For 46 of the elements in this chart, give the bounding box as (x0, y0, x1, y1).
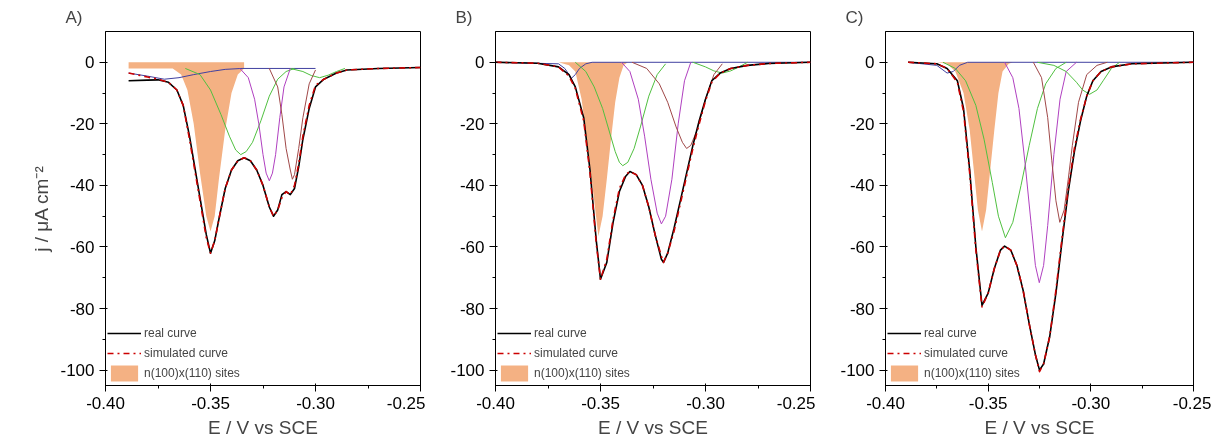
x-tick-label: -0.35 (191, 393, 230, 413)
y-tick-label: -100 (840, 361, 875, 381)
legend-label: simulated curve (924, 346, 1009, 360)
y-tick-label: 0 (475, 53, 485, 73)
x-tick-label: -0.30 (296, 393, 335, 413)
y-tick-label: -40 (69, 176, 95, 196)
chart-title: B) (455, 7, 473, 27)
x-tick-label: -0.35 (968, 393, 1008, 413)
legend-label: n(100)x(110) sites (534, 366, 630, 380)
x-axis-title: E / V vs SCE (984, 416, 1095, 438)
y-tick-label: -80 (849, 299, 875, 319)
x-tick-label: -0.40 (476, 393, 515, 413)
legend-label: n(100)x(110) sites (144, 366, 240, 380)
y-tick-label: 0 (865, 53, 875, 73)
y-tick-label: -60 (849, 237, 875, 257)
y-axis-title: j / μA cm⁻² (31, 166, 53, 253)
y-tick-label: -20 (849, 114, 875, 134)
legend-label: simulated curve (534, 346, 619, 360)
x-tick-label: -0.25 (386, 393, 426, 413)
legend-label: n(100)x(110) sites (924, 366, 1020, 380)
x-axis-title: E / V vs SCE (598, 416, 708, 438)
chart-title: C) (845, 7, 864, 27)
y-tick-label: -100 (60, 361, 95, 381)
legend-label: simulated curve (144, 346, 229, 360)
chart-title: A) (65, 7, 83, 27)
y-tick-label: -60 (69, 237, 95, 257)
legend-label: real curve (534, 326, 587, 340)
x-tick-label: -0.25 (776, 393, 816, 413)
y-tick-label: -40 (849, 176, 875, 196)
y-tick-label: -80 (459, 299, 485, 319)
legend-label: real curve (144, 326, 197, 340)
y-tick-label: -60 (459, 237, 485, 257)
y-tick-label: -20 (69, 114, 95, 134)
x-tick-label: -0.35 (581, 393, 620, 413)
y-tick-label: -80 (69, 299, 95, 319)
y-tick-label: -100 (450, 361, 485, 381)
y-tick-label: -40 (459, 176, 485, 196)
legend-label: real curve (924, 326, 977, 340)
x-tick-label: -0.30 (1071, 393, 1111, 413)
x-tick-label: -0.30 (686, 393, 725, 413)
y-tick-label: 0 (85, 53, 95, 73)
x-tick-label: -0.40 (866, 393, 905, 413)
x-tick-label: -0.25 (1172, 393, 1211, 413)
x-tick-label: -0.40 (86, 393, 125, 413)
y-tick-label: -20 (459, 114, 485, 134)
x-axis-title: E / V vs SCE (208, 416, 318, 438)
